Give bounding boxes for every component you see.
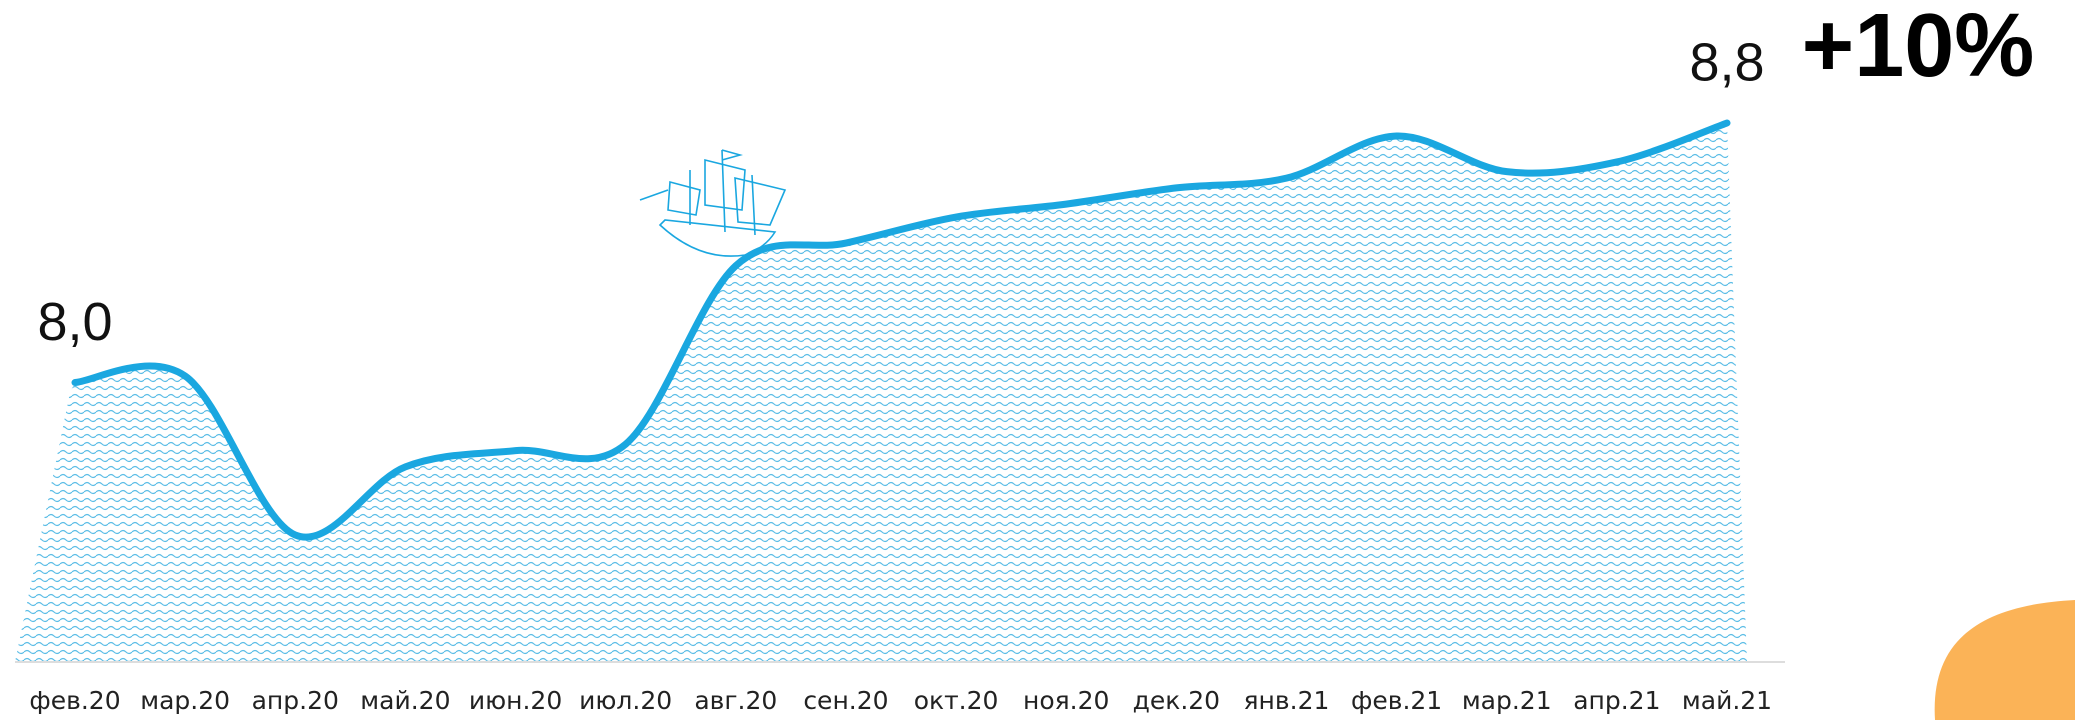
decor-blob	[1934, 600, 2075, 720]
x-tick-label: янв.21	[1244, 686, 1330, 715]
ship	[639, 149, 787, 257]
x-tick-label: июн.20	[469, 686, 562, 715]
x-tick-label: мар.21	[1462, 686, 1552, 715]
line	[71, 119, 1731, 541]
x-tick-label: авг.20	[694, 686, 777, 715]
x-tick-label: окт.20	[914, 686, 999, 715]
value-label: 8,8	[1689, 32, 1764, 92]
x-tick-label: июл.20	[579, 686, 672, 715]
x-tick-label: фев.21	[1351, 686, 1442, 715]
value-label: 8,0	[37, 292, 112, 352]
x-tick-label: май.21	[1682, 686, 1772, 715]
x-tick-label: мар.20	[140, 686, 230, 715]
x-tick-label: ноя.20	[1023, 686, 1109, 715]
x-tick-label: дек.20	[1133, 686, 1221, 715]
x-tick-label: фев.20	[29, 686, 120, 715]
x-tick-label: сен.20	[803, 686, 888, 715]
x-tick-label: апр.21	[1573, 686, 1660, 715]
area	[15, 123, 1747, 662]
x-tick-label: май.20	[360, 686, 450, 715]
annotation: +10%	[1802, 0, 2035, 96]
x-tick-label: апр.20	[252, 686, 339, 715]
